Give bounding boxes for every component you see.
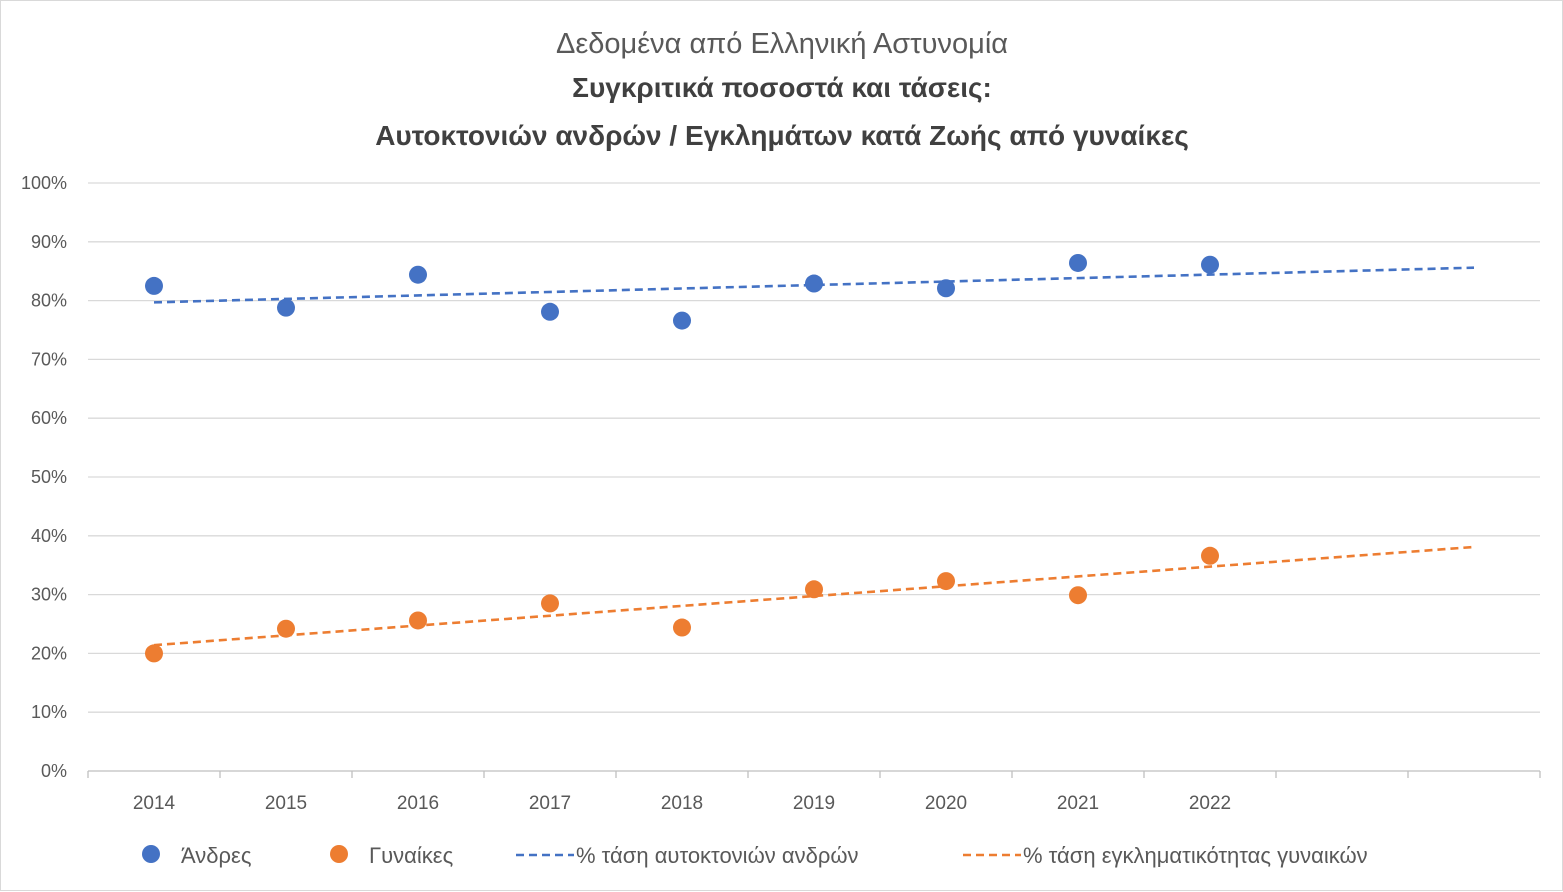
data-point bbox=[541, 302, 559, 321]
data-point bbox=[541, 594, 559, 613]
legend-marker bbox=[142, 845, 160, 863]
data-point bbox=[937, 279, 955, 298]
data-point bbox=[1069, 253, 1087, 272]
y-tick-label: 0% bbox=[41, 761, 67, 781]
data-point bbox=[409, 611, 427, 630]
x-tick-label: 2017 bbox=[529, 793, 571, 814]
x-tick-label: 2015 bbox=[265, 793, 307, 814]
chart-title-line-1: Δεδομένα από Ελληνική Αστυνομία bbox=[556, 28, 1008, 60]
data-point bbox=[1069, 586, 1087, 605]
y-tick-label: 50% bbox=[31, 467, 67, 487]
x-tick-label: 2020 bbox=[925, 793, 967, 814]
data-point bbox=[409, 265, 427, 284]
chart-title-line-2: Συγκριτικά ποσοστά και τάσεις: bbox=[572, 72, 992, 103]
y-tick-label: 20% bbox=[31, 643, 67, 663]
legend-label: Άνδρες bbox=[181, 843, 251, 868]
data-point bbox=[1201, 546, 1219, 565]
y-tick-label: 10% bbox=[31, 702, 67, 722]
legend-label: % τάση αυτοκτονιών ανδρών bbox=[576, 843, 859, 868]
y-tick-label: 80% bbox=[31, 291, 67, 311]
data-point bbox=[145, 276, 163, 295]
data-point bbox=[805, 580, 823, 599]
data-point bbox=[277, 619, 295, 638]
x-axis: 2014 2015 2016 2017 2018 2019 2020 2021 2022 bbox=[87, 770, 1541, 814]
data-point bbox=[277, 298, 295, 317]
x-tick-label: 2018 bbox=[661, 793, 703, 814]
grid-lines bbox=[88, 182, 1540, 713]
x-tick-label: 2016 bbox=[397, 793, 439, 814]
legend-label: % τάση εγκληματικότητας γυναικών bbox=[1023, 843, 1368, 868]
x-tick-label: 2021 bbox=[1057, 793, 1099, 814]
y-tick-label: 30% bbox=[31, 585, 67, 605]
x-tick-label: 2019 bbox=[793, 793, 835, 814]
y-tick-label: 100% bbox=[21, 173, 67, 193]
data-point bbox=[673, 618, 691, 637]
data-point bbox=[673, 311, 691, 330]
chart-title: Δεδομένα από Ελληνική Αστυνομία Συγκριτι… bbox=[375, 28, 1189, 151]
legend-marker bbox=[330, 845, 348, 863]
data-point bbox=[1201, 255, 1219, 274]
data-point bbox=[145, 644, 163, 663]
data-points bbox=[145, 253, 1219, 663]
legend: Άνδρες Γυναίκες % τάση αυτοκτονιών ανδρών%… bbox=[142, 843, 1368, 868]
y-axis: 0% 10% 20% 30% 40% 50% 60% 70% 80% 90% 100% bbox=[21, 173, 67, 781]
y-tick-label: 60% bbox=[31, 408, 67, 428]
y-tick-label: 40% bbox=[31, 526, 67, 546]
chart-title-line-3: Αυτοκτονιών ανδρών / Εγκλημάτων κατά Ζωή… bbox=[375, 120, 1189, 151]
legend-label: Γυναίκες bbox=[369, 843, 453, 868]
x-tick-label: 2014 bbox=[133, 793, 176, 814]
y-tick-label: 90% bbox=[31, 232, 67, 252]
y-tick-label: 70% bbox=[31, 349, 67, 369]
data-point bbox=[937, 572, 955, 591]
x-tick-label: 2022 bbox=[1189, 793, 1231, 814]
data-point bbox=[805, 274, 823, 293]
